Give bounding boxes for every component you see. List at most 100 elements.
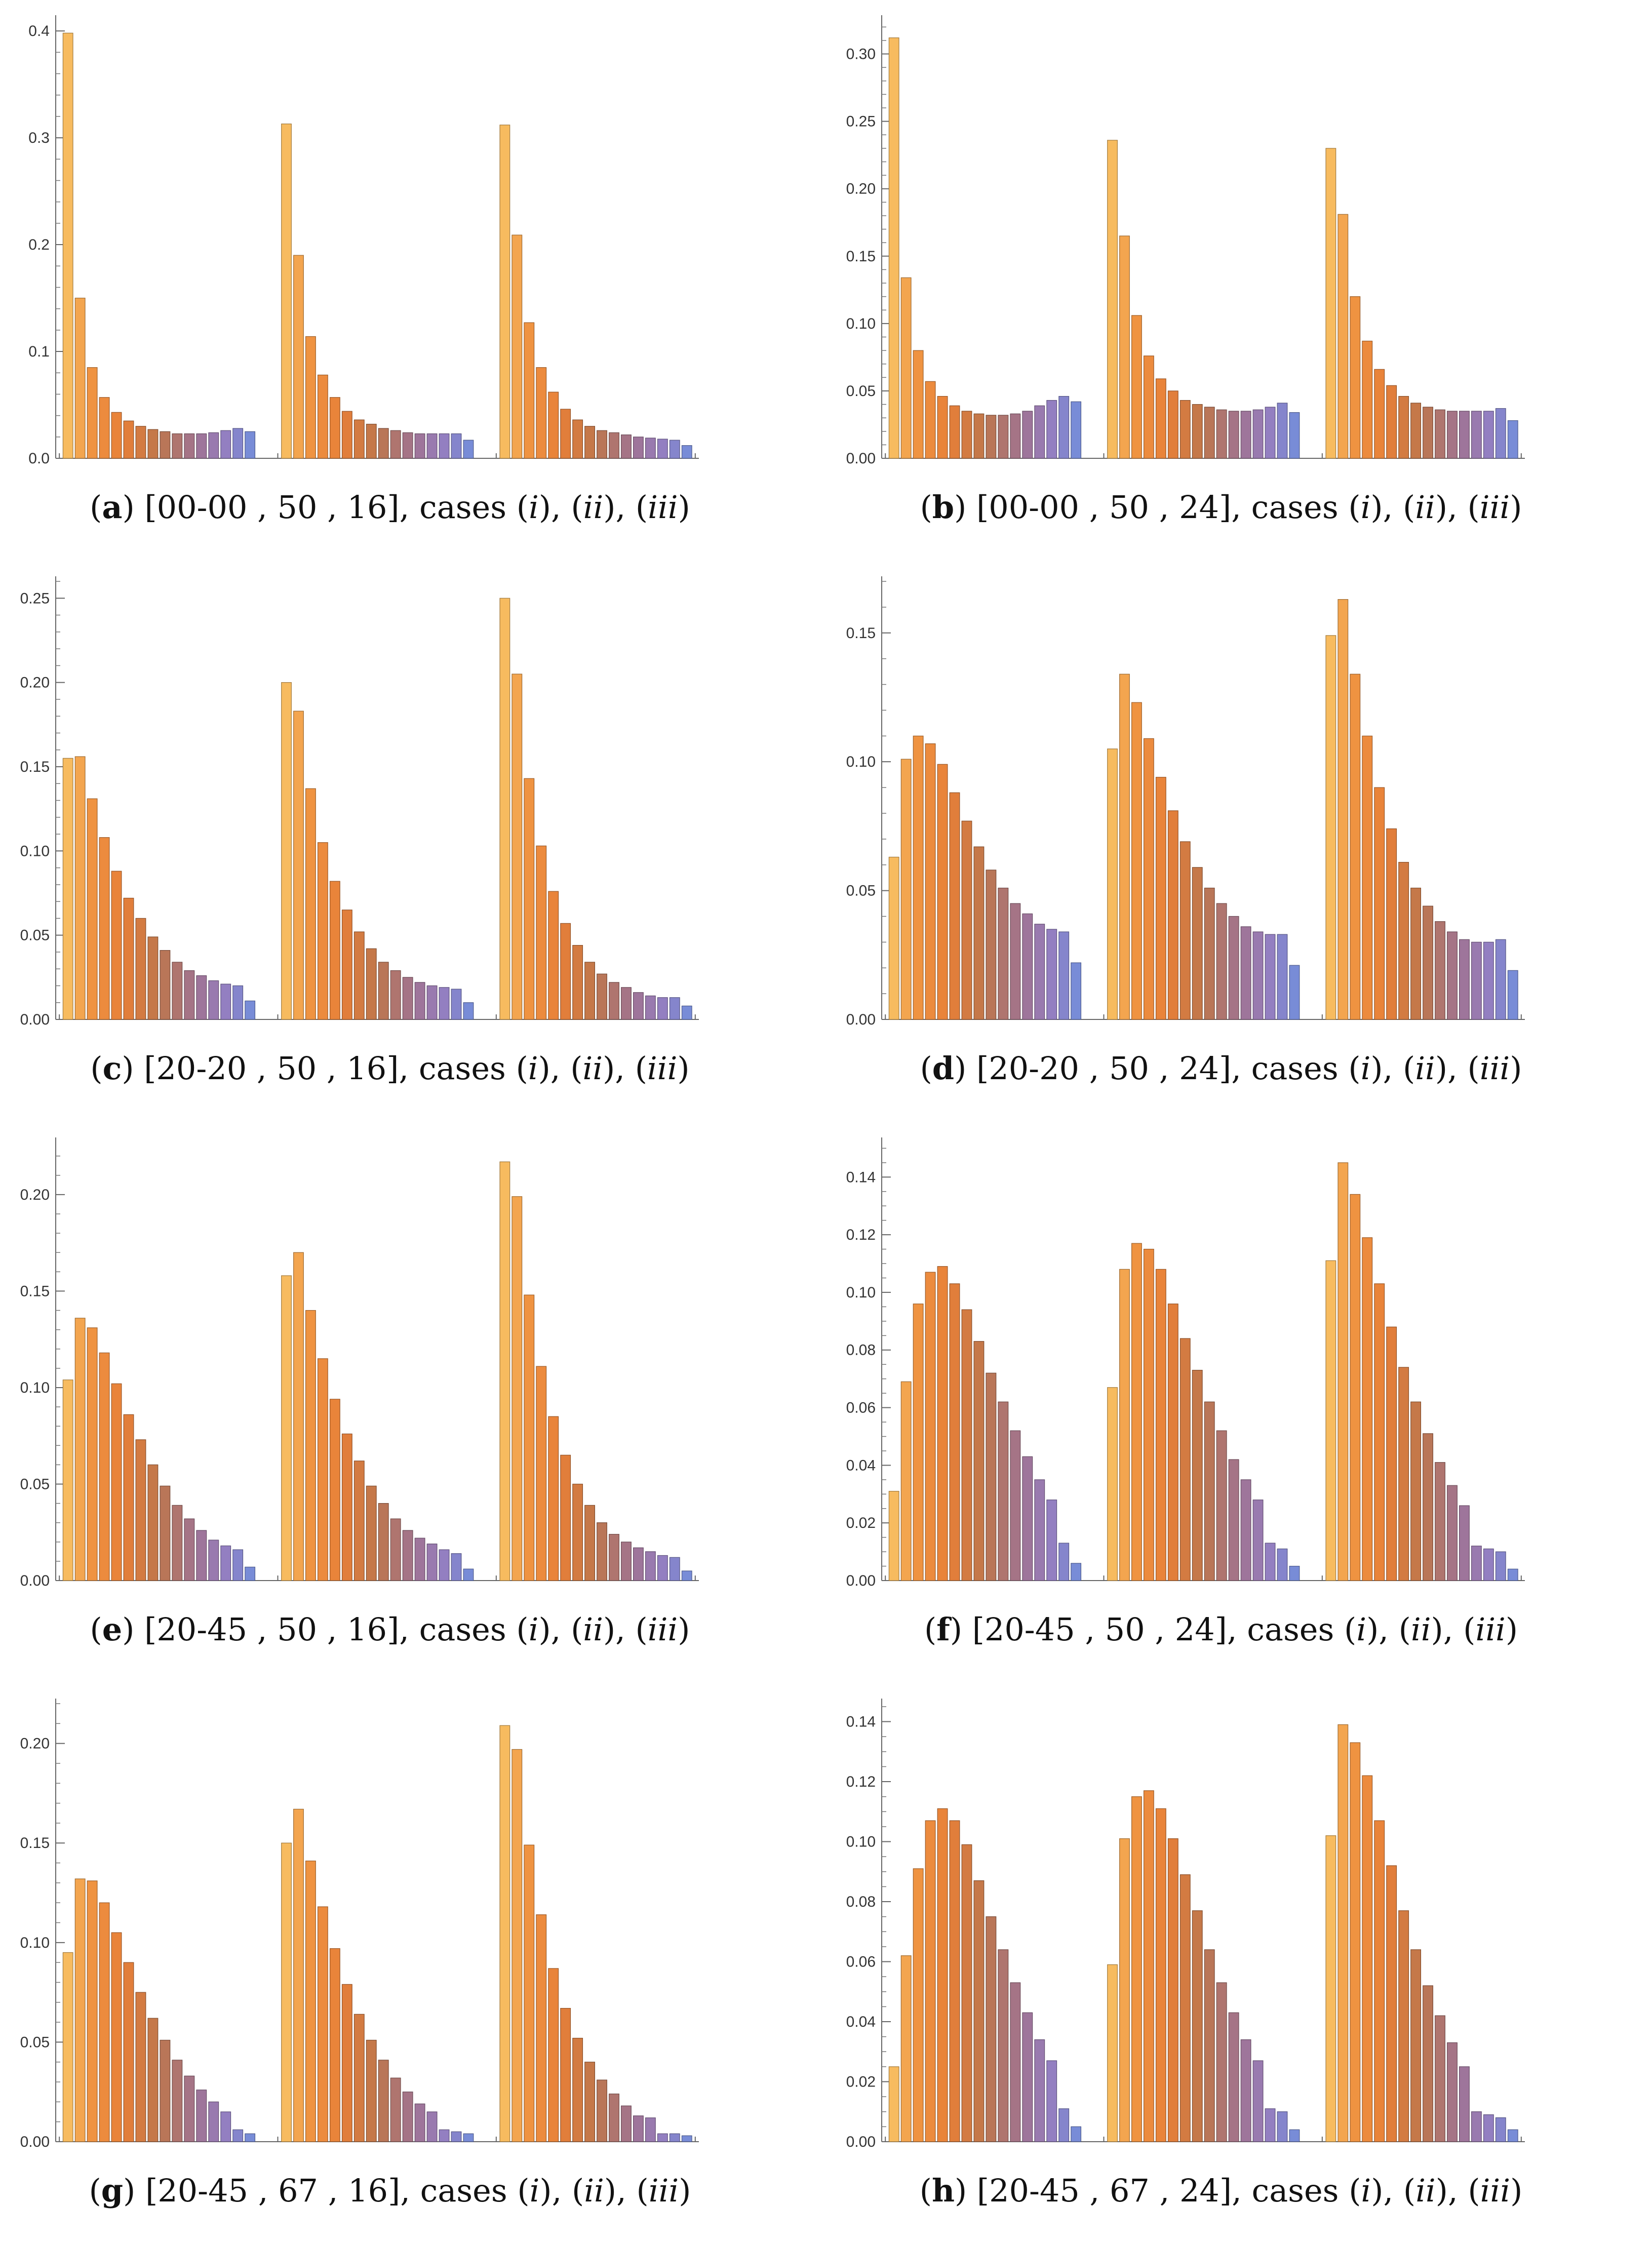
bar-d-g2-b3 xyxy=(1131,702,1142,1020)
bar-a-g2-b3 xyxy=(305,336,316,459)
bar-c-g2-b4 xyxy=(317,842,328,1020)
caption-panel-letter: g xyxy=(101,2172,124,2209)
bar-g-g1-b8 xyxy=(147,2018,159,2142)
bar-a-g3-b3 xyxy=(524,322,535,459)
bar-a-g1-b3 xyxy=(87,367,98,459)
y-tick-label: 0.0 xyxy=(28,450,50,467)
bar-f-g2-b11 xyxy=(1228,1459,1239,1581)
bar-d-g1-b15 xyxy=(1058,931,1070,1020)
bar-b-g2-b16 xyxy=(1289,412,1300,459)
bar-g-g1-b7 xyxy=(135,1992,146,2142)
bar-d-g1-b9 xyxy=(986,870,997,1020)
y-tick-label: 0.05 xyxy=(846,883,876,899)
bar-h-g3-b5 xyxy=(1374,1820,1385,2142)
bar-f-g2-b8 xyxy=(1192,1369,1203,1581)
bar-h-g3-b9 xyxy=(1423,1985,1433,2142)
bar-a-g3-b8 xyxy=(584,426,595,459)
bar-h-g2-b1 xyxy=(1107,1964,1118,2142)
bar-f-g2-b7 xyxy=(1179,1338,1191,1581)
bar-f-g1-b12 xyxy=(1022,1456,1033,1581)
y-tick-label: 0.10 xyxy=(20,843,50,859)
bar-e-g2-b15 xyxy=(451,1553,462,1581)
caption-case: (ii), xyxy=(1403,1050,1468,1087)
bar-c-g1-b10 xyxy=(172,962,183,1020)
bar-f-g2-b16 xyxy=(1289,1565,1300,1581)
bar-b-g1-b7 xyxy=(961,411,972,459)
bar-g-g1-b5 xyxy=(111,1932,122,2142)
bar-g-g3-b12 xyxy=(633,2115,644,2142)
bar-b-g1-b4 xyxy=(925,381,936,459)
bar-d-g3-b2 xyxy=(1338,599,1349,1020)
bar-h-g3-b12 xyxy=(1459,2066,1470,2142)
bar-g-g1-b3 xyxy=(87,1880,98,2142)
bar-c-g3-b8 xyxy=(584,962,595,1020)
bar-a-g3-b4 xyxy=(536,367,547,459)
bar-g-g2-b13 xyxy=(426,2111,438,2142)
y-tick-label: 0.15 xyxy=(846,625,876,642)
bar-b-g2-b7 xyxy=(1179,400,1191,459)
caption-case: (i), xyxy=(1348,1050,1403,1087)
bar-d-g2-b5 xyxy=(1155,777,1166,1020)
caption-case: (i), xyxy=(517,2172,572,2209)
bar-e-g2-b8 xyxy=(366,1485,377,1581)
bar-f-g2-b6 xyxy=(1167,1304,1178,1581)
chart-panel-b: 0.00 0.05 0.10 0.15 0.20 0.25 0.30 (b) [00-00 ,… xyxy=(826,0,1652,561)
bar-g-g3-b13 xyxy=(645,2117,656,2142)
bar-h-g1-b4 xyxy=(925,1820,936,2142)
bar-d-g2-b4 xyxy=(1143,738,1154,1020)
bar-d-g3-b15 xyxy=(1495,939,1506,1020)
bar-a-g3-b2 xyxy=(512,234,523,459)
caption-b: (b) [00-00 , 50 , 24], cases (i), (ii), … xyxy=(920,489,1522,526)
bar-g-g2-b10 xyxy=(390,2077,401,2142)
chart-svg-d: 0.00 0.05 0.10 0.15 xyxy=(846,576,1525,1028)
bar-a-g1-b2 xyxy=(74,297,86,459)
bar-g-g2-b8 xyxy=(366,2039,377,2142)
chart-panel-e: 0.00 0.05 0.10 0.15 0.20 (e) [20-45 , 50 , 16… xyxy=(0,1122,826,1683)
bar-a-g2-b14 xyxy=(439,433,450,459)
bar-b-g1-b8 xyxy=(973,413,985,459)
bar-d-g1-b13 xyxy=(1034,924,1045,1020)
bar-b-g2-b13 xyxy=(1252,409,1264,459)
bar-d-g3-b8 xyxy=(1410,887,1421,1020)
y-tick-label: 0.12 xyxy=(846,1774,876,1790)
bar-d-g3-b13 xyxy=(1471,941,1482,1020)
chart-svg-c: 0.00 0.05 0.10 0.15 0.20 0.25 xyxy=(20,576,699,1028)
caption-panel-letter: d xyxy=(932,1050,955,1087)
bar-h-g3-b13 xyxy=(1471,2111,1482,2142)
bar-h-g1-b8 xyxy=(973,1880,985,2142)
bar-a-g3-b14 xyxy=(657,439,668,459)
bar-b-g2-b9 xyxy=(1204,407,1215,459)
bar-g-g1-b15 xyxy=(232,2129,244,2142)
bar-f-g2-b5 xyxy=(1155,1269,1166,1581)
bar-b-g1-b9 xyxy=(986,415,997,459)
bar-b-g3-b7 xyxy=(1398,396,1409,459)
bar-e-g3-b7 xyxy=(572,1483,583,1581)
bar-e-g1-b3 xyxy=(87,1327,98,1581)
bar-a-g1-b8 xyxy=(147,429,159,459)
y-tick-label: 0.15 xyxy=(20,1283,50,1299)
bar-h-g1-b7 xyxy=(961,1844,972,2142)
bar-b-g2-b1 xyxy=(1107,140,1118,459)
bar-d-g2-b11 xyxy=(1228,916,1239,1020)
y-tick-label: 0.20 xyxy=(846,181,876,198)
y-tick-label: 0.05 xyxy=(846,383,876,400)
bar-c-g3-b9 xyxy=(597,973,607,1020)
bar-b-g2-b8 xyxy=(1192,404,1203,459)
bar-h-g1-b13 xyxy=(1034,2039,1045,2142)
bar-h-g1-b5 xyxy=(937,1808,948,2142)
y-tick-label: 0.10 xyxy=(846,754,876,770)
bar-b-g3-b1 xyxy=(1325,148,1336,459)
bar-a-g1-b4 xyxy=(99,397,110,459)
y-tick-label: 0.05 xyxy=(20,927,50,944)
bar-e-g2-b1 xyxy=(281,1275,292,1581)
bar-b-g3-b5 xyxy=(1374,369,1385,459)
y-tick-label: 0.14 xyxy=(846,1714,876,1730)
caption-case: (iii) xyxy=(1467,1050,1522,1087)
bar-a-g1-b15 xyxy=(232,428,244,459)
bar-d-g1-b3 xyxy=(913,735,924,1020)
bar-f-g2-b12 xyxy=(1240,1479,1251,1581)
caption-case: (ii), xyxy=(570,1050,635,1087)
caption-e: (e) [20-45 , 50 , 16], cases (i), (ii), … xyxy=(90,1611,690,1648)
bar-e-g1-b5 xyxy=(111,1383,122,1581)
bar-c-g2-b6 xyxy=(341,910,352,1020)
